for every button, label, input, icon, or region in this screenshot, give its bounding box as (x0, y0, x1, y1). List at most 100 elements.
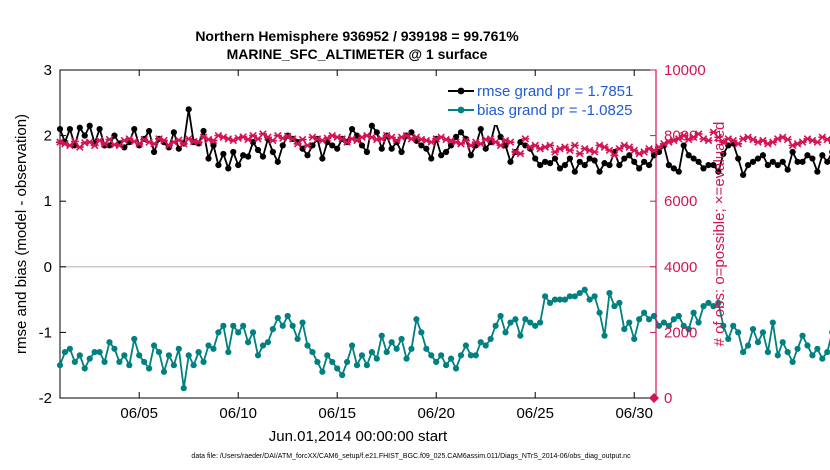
bias-point (150, 342, 158, 349)
y-tick-label-right: 2000 (664, 324, 697, 341)
x-axis-ticks: 06/05 06/10 06/15 06/20 06/25 06/30 (120, 70, 653, 422)
rmse-point (645, 162, 653, 169)
rmse-point (685, 152, 692, 159)
rmse-point (319, 155, 326, 162)
bias-point (720, 322, 727, 329)
rmse-point (170, 129, 177, 136)
bias-point (556, 296, 564, 303)
x-tick-label: 06/20 (417, 405, 455, 422)
legend-item-bias: bias grand pr = -1.0825 (448, 102, 633, 119)
nobs-point (704, 136, 713, 145)
bias-point (725, 335, 732, 343)
rmse-point (631, 158, 638, 165)
bias-point (596, 309, 603, 316)
bias-point (259, 342, 267, 349)
bias-point (240, 322, 247, 329)
rmse-point (675, 168, 682, 175)
bias-point (403, 355, 410, 362)
rmse-point (740, 171, 747, 179)
bias-point (383, 348, 390, 356)
rmse-point (245, 153, 252, 160)
bias-point (61, 348, 69, 356)
nobs-point (516, 149, 525, 158)
bias-point (304, 342, 311, 349)
bias-point (344, 358, 351, 366)
legend-item-rmse: rmse grand pr = 1.7851 (448, 83, 633, 100)
bias-point (121, 352, 128, 359)
y-tick-label: 3 (44, 62, 52, 79)
rmse-point (467, 152, 474, 159)
bias-point (433, 358, 440, 366)
bias-point (809, 352, 816, 359)
bias-point (165, 352, 173, 359)
bias-point (754, 339, 762, 346)
bias-point (175, 345, 182, 352)
rmse-point (571, 168, 578, 175)
bias-point (571, 293, 578, 300)
bias-point (794, 345, 801, 352)
bias-point (81, 365, 88, 372)
rmse-point (749, 158, 757, 165)
rmse-point (230, 148, 237, 156)
rmse-point (720, 150, 727, 158)
bias-point (769, 319, 776, 326)
rmse-point (329, 142, 336, 149)
bias-point (685, 326, 692, 333)
bias-point (472, 352, 479, 359)
bias-point (744, 342, 752, 349)
bias-point (705, 299, 712, 306)
bias-point (195, 348, 202, 356)
bias-point (660, 319, 668, 326)
bias-point (180, 385, 187, 392)
nobs-point (783, 135, 792, 144)
legend-box (442, 80, 652, 125)
rmse-point (86, 122, 93, 129)
series-bias (56, 286, 830, 392)
bias-point (116, 358, 123, 366)
footnote-data-file: data file: /Users/raeder/DAI/ATM_forcXX/… (191, 453, 631, 460)
bias-point (606, 289, 613, 297)
bias-point (670, 316, 677, 323)
bias-point (641, 309, 648, 316)
bias-point (91, 348, 98, 356)
bias-point (735, 329, 742, 336)
bias-point (185, 352, 192, 359)
rmse-point (443, 148, 450, 156)
y-axis-label-left: rmse and bias (model - observation) (13, 114, 30, 354)
rmse-point (175, 145, 182, 152)
y-tick-label: 1 (44, 193, 52, 210)
bias-point (249, 329, 257, 336)
y-tick-label-right: 4000 (664, 259, 697, 276)
y-tick-label: -1 (39, 324, 52, 341)
series-layer (56, 106, 830, 403)
bias-point (502, 329, 509, 336)
bias-point (329, 358, 336, 366)
bias-point (294, 335, 301, 343)
rmse-point (561, 162, 569, 169)
bias-point (126, 362, 133, 369)
rmse-point (146, 127, 153, 135)
rmse-point (210, 142, 217, 149)
bias-point (551, 296, 559, 303)
bias-point (106, 339, 113, 346)
rmse-point (428, 155, 435, 162)
rmse-point (274, 158, 281, 165)
bias-point (388, 339, 395, 346)
bias-point (368, 348, 375, 356)
bias-point (56, 362, 64, 369)
bias-point (299, 319, 306, 326)
bias-point (700, 303, 707, 310)
bias-point (546, 299, 554, 306)
bias-point (443, 362, 450, 369)
rmse-point (769, 158, 776, 165)
bias-point (136, 352, 143, 359)
bias-point (477, 339, 484, 346)
rmse-point (819, 152, 826, 159)
bias-point (348, 342, 356, 349)
bias-point (334, 365, 341, 372)
bias-point (789, 358, 796, 366)
x-tick-label: 06/25 (516, 405, 554, 422)
rmse-point (457, 129, 465, 136)
bias-point (131, 335, 138, 343)
